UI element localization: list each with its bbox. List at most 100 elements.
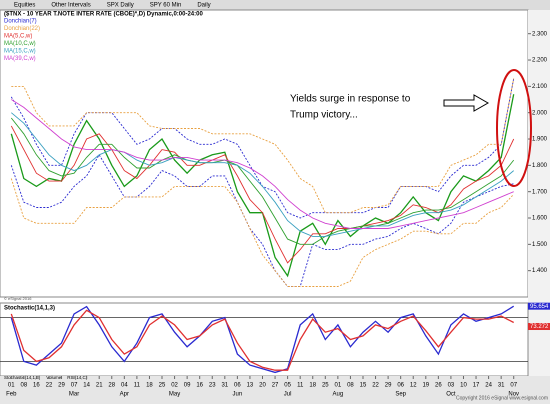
site: Copyright 2016 eSignal www.esignal.com [456, 395, 548, 401]
tab[interactable]: Stochastic(14,1,3) [4, 375, 41, 380]
toolbar-item[interactable]: SPX Daily [107, 3, 134, 9]
x-month-label: Jul [284, 392, 292, 398]
x-month-label: Feb [6, 392, 17, 398]
x-tick-label: 13 [247, 383, 254, 389]
annotation: Yields surge in response to Trump victor… [283, 69, 532, 187]
series-line [11, 99, 514, 229]
last-value-box [528, 323, 550, 331]
x-tick-label: 03 [448, 383, 455, 389]
x-tick-label: 16 [33, 383, 40, 389]
x-tick-label: 11 [297, 383, 304, 389]
x-tick-label: 12 [410, 383, 417, 389]
x-tick-label: 23 [209, 383, 216, 389]
highlight-ellipse [496, 69, 532, 187]
x-tick-label: 22 [372, 383, 379, 389]
x-tick-label: 02 [171, 383, 178, 389]
x-tick-label: 29 [385, 383, 392, 389]
x-tick-label: 22 [46, 383, 53, 389]
chart-title: ($TNX - 10 YEAR T.NOTE INTER RATE (CBOE)… [4, 12, 203, 18]
price-panel [0, 9, 529, 298]
x-tick-label: 01 [335, 383, 342, 389]
x-tick-label: 28 [108, 383, 115, 389]
x-tick-label: 01 [8, 383, 15, 389]
x-month-label: May [169, 392, 180, 398]
x-tick-label: 29 [58, 383, 65, 389]
x-tick-label: 21 [96, 383, 103, 389]
toolbar-item[interactable]: Equities [14, 3, 35, 9]
toolbar-item[interactable]: Daily [197, 3, 210, 9]
x-tick-label: 31 [498, 383, 505, 389]
series-line [10, 117, 515, 245]
series-line [11, 112, 514, 237]
toolbar [0, 0, 550, 10]
x-month-label: Jun [233, 392, 243, 398]
x-tick-label: 08 [20, 383, 27, 389]
x-tick-label: 27 [272, 383, 279, 389]
x-month-label: Mar [69, 392, 79, 398]
x-tick-label: 25 [159, 383, 166, 389]
x-tick-label: 25 [322, 383, 329, 389]
series-line [11, 78, 515, 214]
x-tick-label: 19 [422, 383, 429, 389]
legend-entry: MA(10,C,w) [4, 41, 36, 47]
x-tick-label: 24 [485, 383, 492, 389]
series-lower-line [10, 178, 515, 287]
y-tick-label: 1.800 [532, 163, 548, 169]
arrow [443, 94, 490, 112]
y-tick-label: 2.300 [532, 31, 548, 37]
x-axis-band [0, 376, 550, 404]
y-tick-label: 2.200 [532, 58, 548, 64]
tab[interactable]: Volume [46, 375, 62, 380]
last-value-label: 95.654 [530, 304, 549, 310]
x-month-label: Oct [446, 392, 456, 398]
y-tick-label: 2.000 [532, 110, 548, 116]
x-tick-label: 18 [309, 383, 316, 389]
y-tick-label: 1.500 [532, 242, 548, 248]
y-tick-label: 1.600 [532, 216, 548, 222]
x-tick-label: 17 [473, 383, 480, 389]
stoch-title: Stochastic(14,1,3) [4, 306, 55, 312]
x-month-label: Aug [333, 392, 344, 398]
x-tick-label: 08 [347, 383, 354, 389]
x-tick-label: 09 [184, 383, 191, 389]
legend-entry: Donchian(7) [4, 19, 37, 25]
x-month-label: Nov [508, 392, 519, 398]
annotation-text: Trump victory... [290, 110, 358, 121]
x-tick-label: 14 [83, 383, 90, 389]
x-month-label: Apr [120, 392, 129, 398]
x-tick-label: 04 [121, 383, 128, 389]
x-tick-label: 16 [196, 383, 203, 389]
copyright: © eSignal 2016 [4, 296, 32, 301]
tab[interactable]: RSI(14,C) [67, 375, 88, 380]
x-tick-label: 07 [510, 383, 517, 389]
x-tick-label: 15 [360, 383, 367, 389]
y-tick-label: 2.100 [532, 84, 548, 90]
stoch-panel [0, 302, 529, 377]
x-tick-label: 31 [221, 383, 228, 389]
series-line [10, 305, 515, 374]
last-value-label: 73.272 [530, 324, 549, 330]
x-tick-label: 07 [71, 383, 78, 389]
y-tick-label: 1.400 [532, 268, 548, 274]
x-month-label: Sep [395, 392, 406, 398]
last-value-box [528, 302, 550, 310]
x-tick-label: 06 [234, 383, 241, 389]
x-tick-label: 10 [460, 383, 467, 389]
legend-entry: MA(15,C,w) [4, 49, 36, 55]
x-tick-label: 05 [284, 383, 291, 389]
toolbar-item[interactable]: SPY 60 Min [150, 3, 182, 9]
legend-entry: MA(39,C,w) [4, 56, 36, 62]
y-tick-label: 1.900 [532, 137, 548, 143]
x-tick-label: 06 [397, 383, 404, 389]
right-axis [528, 10, 550, 376]
series-lower-line [10, 153, 514, 287]
series-line [10, 125, 515, 264]
x-tick-label: 26 [435, 383, 442, 389]
toolbar-item[interactable]: Other Intervals [51, 3, 90, 9]
x-tick-label: 11 [134, 383, 141, 389]
annotation-box [283, 86, 431, 128]
annotation-text: Yields surge in response to [290, 94, 411, 105]
x-tick-label: 20 [259, 383, 266, 389]
legend-entry: Donchian(22) [4, 26, 40, 32]
